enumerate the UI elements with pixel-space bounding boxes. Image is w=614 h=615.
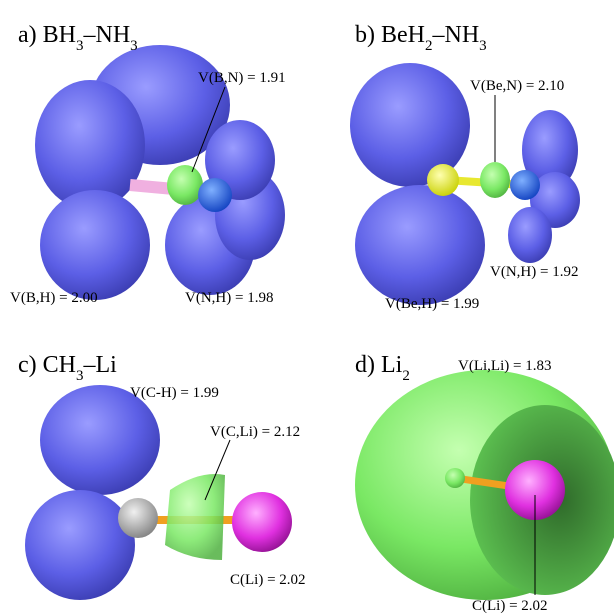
atom xyxy=(510,170,540,200)
subscript: 3 xyxy=(479,38,487,54)
subscript: 3 xyxy=(130,38,138,54)
lobe xyxy=(35,80,145,210)
value-label: V(Be,H) = 1.99 xyxy=(385,296,479,312)
title-text: c) CH xyxy=(18,352,76,378)
pointer xyxy=(191,86,226,173)
atom xyxy=(232,492,292,552)
panel-title: d) Li2 xyxy=(355,352,410,384)
basin xyxy=(167,165,203,205)
panel-title: b) BeH2–NH3 xyxy=(355,22,487,54)
value-label: V(B,N) = 1.91 xyxy=(198,70,286,86)
title-text: –NH xyxy=(82,22,130,48)
atom xyxy=(118,498,158,538)
lobe xyxy=(40,190,150,300)
panel-a xyxy=(35,45,285,300)
title-text: d) Li xyxy=(355,352,403,378)
lobe xyxy=(40,385,160,495)
value-label: V(Li,Li) = 1.83 xyxy=(458,358,551,374)
title-text: a) BH xyxy=(18,22,76,48)
panel-title: c) CH3–Li xyxy=(18,352,117,384)
lobe xyxy=(508,207,552,263)
value-label: V(N,H) = 1.98 xyxy=(185,290,273,306)
lobe xyxy=(355,185,485,305)
panel-d xyxy=(355,370,614,600)
title-text: –Li xyxy=(82,352,117,378)
atom xyxy=(427,164,459,196)
value-label: C(Li) = 2.02 xyxy=(230,572,306,588)
pointer xyxy=(204,439,231,501)
lobe xyxy=(350,63,470,187)
atom xyxy=(505,460,565,520)
atom xyxy=(198,178,232,212)
value-label: V(B,H) = 2.00 xyxy=(10,290,98,306)
panel-c xyxy=(25,385,292,600)
subscript: 2 xyxy=(402,368,410,384)
value-label: V(C-H) = 1.99 xyxy=(130,385,219,401)
value-label: V(N,H) = 1.92 xyxy=(490,264,578,280)
subscript: 3 xyxy=(76,368,84,384)
lobe xyxy=(522,110,578,190)
panel-b xyxy=(350,63,580,305)
subscript: 2 xyxy=(425,38,433,54)
basin xyxy=(480,162,510,198)
panel-title: a) BH3–NH3 xyxy=(18,22,138,54)
title-text: b) BeH xyxy=(355,22,425,48)
atom xyxy=(445,468,465,488)
value-label: V(C,Li) = 2.12 xyxy=(210,424,300,440)
value-label: V(Be,N) = 2.10 xyxy=(470,78,564,94)
basin xyxy=(165,474,225,560)
subscript: 3 xyxy=(76,38,84,54)
value-label: C(Li) = 2.02 xyxy=(472,598,548,614)
title-text: –NH xyxy=(431,22,479,48)
lobe xyxy=(25,490,135,600)
